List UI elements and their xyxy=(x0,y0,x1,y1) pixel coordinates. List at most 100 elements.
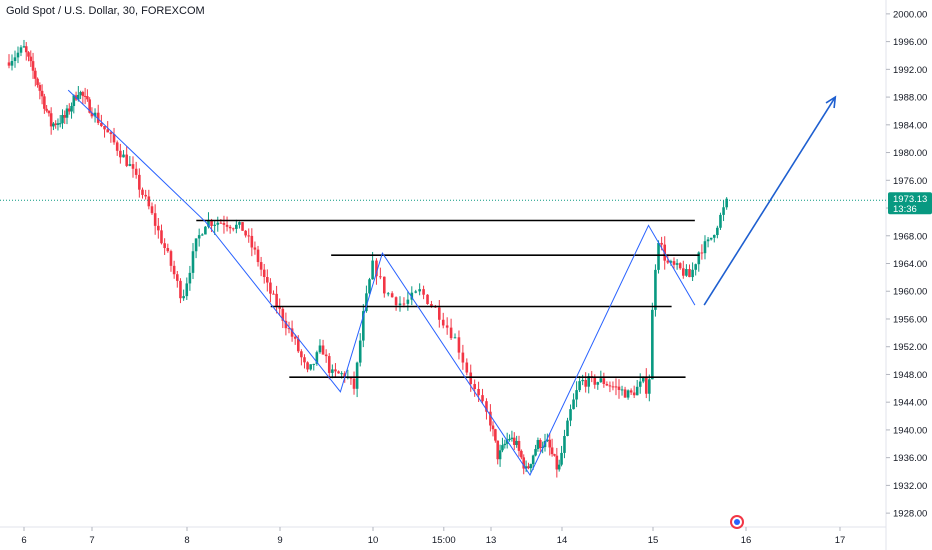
candle xyxy=(163,238,166,255)
candle xyxy=(324,349,328,363)
candle xyxy=(61,109,64,129)
candle xyxy=(138,168,141,198)
candle xyxy=(86,89,89,102)
candle xyxy=(309,364,312,371)
candle xyxy=(144,189,147,200)
candle xyxy=(410,286,414,306)
candle xyxy=(445,317,449,335)
candle xyxy=(27,51,30,62)
candle xyxy=(109,130,113,143)
candle xyxy=(10,54,14,71)
projection-arrow-line[interactable] xyxy=(703,96,836,306)
candle xyxy=(496,440,500,465)
candle xyxy=(250,228,254,257)
candle xyxy=(327,353,331,380)
candle xyxy=(119,143,122,164)
candle xyxy=(694,263,697,276)
candle xyxy=(355,361,359,398)
candle xyxy=(703,235,707,260)
candle xyxy=(58,115,62,128)
candle xyxy=(81,90,85,105)
candle xyxy=(266,269,269,292)
candle xyxy=(256,245,260,267)
candle xyxy=(334,363,337,378)
candle xyxy=(608,381,612,393)
candle xyxy=(555,447,559,478)
candle xyxy=(438,299,441,328)
candle xyxy=(557,459,561,472)
candle xyxy=(602,372,606,388)
candle xyxy=(681,260,685,279)
candle xyxy=(352,371,356,395)
candle xyxy=(188,265,192,291)
candle xyxy=(725,197,728,210)
x-tick-label: 8 xyxy=(184,535,189,546)
candle xyxy=(70,102,73,119)
candle xyxy=(386,291,390,297)
candle xyxy=(272,290,275,295)
candle xyxy=(563,429,566,459)
candle xyxy=(134,161,138,179)
candle xyxy=(200,233,204,236)
candle xyxy=(578,376,581,393)
candle xyxy=(494,428,497,443)
candle xyxy=(31,52,35,79)
candle xyxy=(371,251,374,280)
x-tick-label: 15 xyxy=(648,535,659,546)
candle xyxy=(550,438,554,457)
candle xyxy=(498,444,502,467)
candle xyxy=(620,385,624,396)
candle xyxy=(157,217,160,239)
y-tick-label: 1984.00 xyxy=(893,120,927,131)
y-tick-label: 1932.00 xyxy=(893,481,927,492)
candle xyxy=(675,259,679,270)
candle xyxy=(685,264,688,277)
candle xyxy=(275,285,278,314)
y-tick-label: 1968.00 xyxy=(893,231,927,242)
zigzag-pattern-line[interactable] xyxy=(67,89,696,477)
candle xyxy=(584,372,587,393)
candle xyxy=(103,126,106,138)
candle xyxy=(13,50,17,68)
candle xyxy=(635,380,639,396)
candle xyxy=(465,358,469,376)
y-tick-label: 1996.00 xyxy=(893,37,927,48)
candle xyxy=(169,249,173,272)
candle xyxy=(112,127,116,145)
candle xyxy=(473,379,476,397)
candle xyxy=(672,257,676,270)
candle xyxy=(235,219,238,234)
candle xyxy=(657,240,660,274)
y-tick-label: 1980.00 xyxy=(893,148,927,159)
candle xyxy=(166,243,170,253)
drawings-layer[interactable] xyxy=(67,89,837,477)
candle xyxy=(688,264,691,278)
candle xyxy=(629,388,633,395)
candle xyxy=(65,104,69,125)
candle xyxy=(197,228,201,247)
candle xyxy=(515,435,518,448)
y-tick-label: 1956.00 xyxy=(893,314,927,325)
candle xyxy=(231,227,235,232)
x-tick-label: 13 xyxy=(486,535,497,546)
candle xyxy=(40,84,44,105)
candle xyxy=(122,150,125,158)
candle xyxy=(503,439,507,449)
candle xyxy=(644,368,648,399)
candle xyxy=(572,393,575,410)
time-axis[interactable]: 6 7 8 9 10 15:00 13 14 15 16 17 xyxy=(21,527,845,546)
candle xyxy=(269,278,272,303)
candle xyxy=(654,264,657,317)
y-tick-label: 1928.00 xyxy=(893,509,927,520)
candle xyxy=(538,438,542,452)
candle xyxy=(150,202,154,215)
candle xyxy=(83,87,87,105)
y-tick-label: 1960.00 xyxy=(893,287,927,298)
candle xyxy=(414,289,418,294)
candle xyxy=(52,122,55,131)
candle xyxy=(461,344,465,370)
candle xyxy=(222,215,226,234)
price-axis[interactable]: 1928.00 1932.00 1936.00 1940.00 1944.00 1948.… xyxy=(886,9,932,520)
